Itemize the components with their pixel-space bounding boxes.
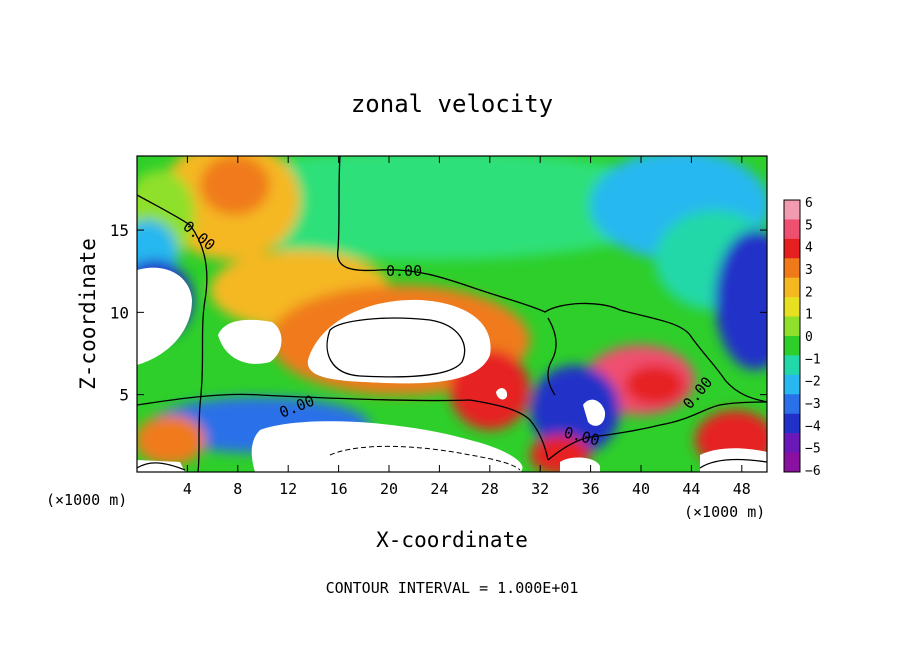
colorbar-swatch <box>784 452 800 473</box>
colorbar-swatch <box>784 394 800 415</box>
x-tick-label: 4 <box>183 480 192 498</box>
colorbar-swatch <box>784 200 800 220</box>
colorbar: 6 5 4 3 2 1 0 −1 −2 −3 −4 −5 −6 <box>783 196 821 479</box>
contour-interval-note: CONTOUR INTERVAL = 1.000E+01 <box>326 579 579 597</box>
x-axis: 4 8 12 16 20 24 28 32 36 40 44 48 <box>183 156 751 498</box>
plot-frame <box>136 155 768 473</box>
colorbar-swatch <box>784 258 800 279</box>
colorbar-swatch <box>784 219 800 240</box>
contour-label: 0.00 <box>386 262 422 280</box>
colorbar-label: 4 <box>805 241 813 256</box>
colorbar-label: 3 <box>805 263 813 278</box>
x-unit-label-right: (×1000 m) <box>684 503 765 521</box>
colorbar-label: 1 <box>805 308 813 323</box>
y-tick-label: 5 <box>119 386 129 405</box>
colorbar-swatch <box>784 374 800 395</box>
x-tick-label: 44 <box>682 480 700 498</box>
colorbar-swatch <box>784 238 800 259</box>
y-axis-title: Z-coordinate <box>76 238 100 390</box>
colorbar-swatch <box>784 336 800 356</box>
x-tick-label: 20 <box>380 480 398 498</box>
y-axis: 5 10 15 <box>110 221 767 405</box>
colorbar-frame <box>783 199 801 473</box>
chart-title: zonal velocity <box>351 90 553 118</box>
x-tick-label: 24 <box>430 480 448 498</box>
colorbar-swatch <box>784 355 800 376</box>
x-tick-label: 12 <box>279 480 297 498</box>
x-tick-label: 28 <box>481 480 499 498</box>
colorbar-swatch <box>784 433 800 454</box>
colorbar-swatch <box>784 297 800 318</box>
colorbar-label: −2 <box>805 375 821 390</box>
colorbar-label: −3 <box>805 397 821 412</box>
x-unit-label: (×1000 m) <box>46 491 127 509</box>
x-tick-label: 8 <box>233 480 242 498</box>
x-tick-label: 36 <box>582 480 600 498</box>
x-tick-label: 32 <box>531 480 549 498</box>
colorbar-swatch <box>784 277 800 298</box>
y-tick-label: 15 <box>110 221 129 240</box>
colorbar-label: −1 <box>805 352 821 367</box>
colorbar-label: 6 <box>805 196 813 211</box>
colorbar-swatch <box>784 316 800 337</box>
colorbar-label: −6 <box>805 464 821 479</box>
colorbar-label: 2 <box>805 285 813 300</box>
colorbar-label: 5 <box>805 218 813 233</box>
velocity-field: 0.00 0.00 0.00 0.00 0.00 <box>137 156 767 472</box>
x-tick-label: 48 <box>733 480 751 498</box>
colorbar-swatch <box>784 413 800 434</box>
colorbar-label: −5 <box>805 442 821 457</box>
y-tick-label: 10 <box>110 303 129 322</box>
x-tick-label: 40 <box>632 480 650 498</box>
colorbar-label: 0 <box>805 330 813 345</box>
x-axis-title: X-coordinate <box>376 528 528 552</box>
x-tick-label: 16 <box>330 480 348 498</box>
colorbar-label: −4 <box>805 419 821 434</box>
